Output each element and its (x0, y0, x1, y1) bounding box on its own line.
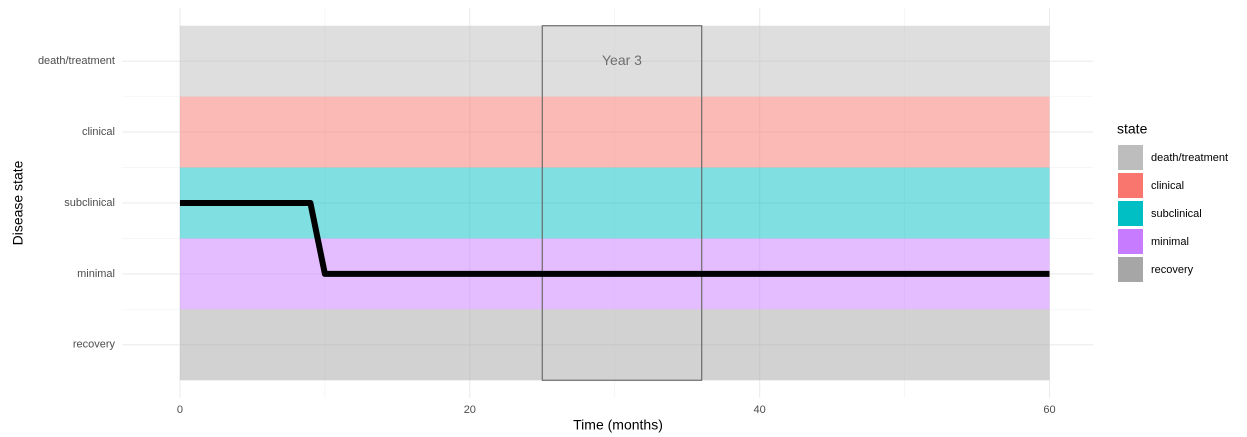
state-band (179, 96, 1050, 168)
legend-key (1118, 173, 1143, 198)
legend-key (1118, 145, 1143, 170)
y-tick-label: minimal (77, 268, 115, 280)
state-line (179, 200, 1050, 277)
annotation-label: Year 3 (602, 52, 642, 68)
x-tick-label: 40 (754, 404, 766, 416)
y-tick-label: death/treatment (38, 55, 115, 67)
y-tick-label: recovery (73, 339, 116, 351)
legend-label: clinical (1151, 180, 1184, 192)
legend-key (1118, 257, 1143, 282)
legend-label: death/treatment (1151, 152, 1228, 164)
y-tick-label: subclinical (64, 197, 115, 209)
legend-title: state (1117, 121, 1148, 137)
y-axis-label: Disease state (10, 160, 26, 245)
annotation-box (541, 25, 703, 381)
state-band (179, 309, 1050, 381)
x-axis-label: Time (months) (573, 417, 663, 433)
x-tick-label: 0 (177, 404, 183, 416)
legend-key (1118, 201, 1143, 226)
legend-key (1118, 229, 1143, 254)
legend-label: minimal (1151, 236, 1189, 248)
legend-label: subclinical (1151, 208, 1202, 220)
x-tick-label: 20 (464, 404, 476, 416)
state-band (179, 167, 1050, 239)
state-band (179, 25, 1050, 97)
x-tick-label: 60 (1043, 404, 1055, 416)
legend-label: recovery (1151, 264, 1194, 276)
y-tick-label: clinical (82, 126, 115, 138)
